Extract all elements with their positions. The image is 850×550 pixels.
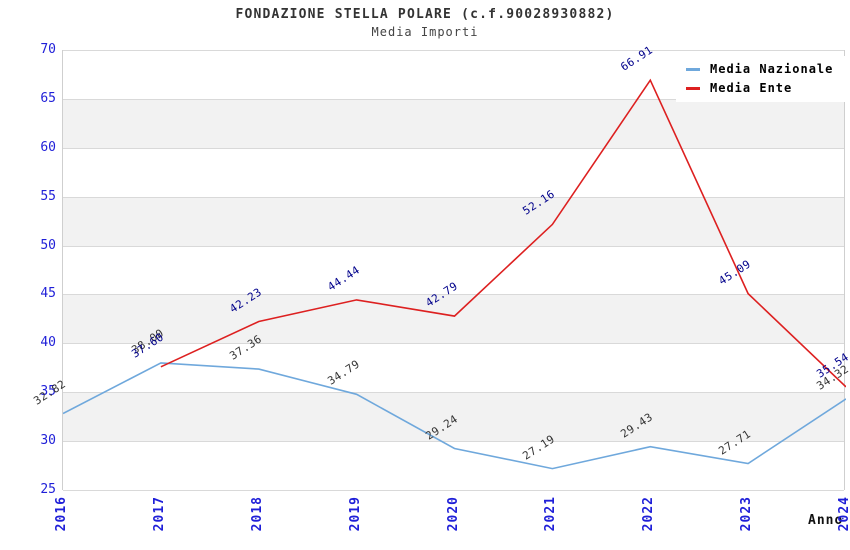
gridline (63, 148, 844, 149)
gridline (63, 343, 844, 344)
y-tick-label: 70 (40, 42, 56, 57)
x-tick-label: 2023 (739, 496, 755, 532)
x-tick-label: 2024 (837, 496, 850, 532)
y-tick-label: 50 (40, 237, 56, 253)
plot-area (62, 50, 846, 491)
plot-band (63, 196, 844, 246)
y-tick-label: 25 (40, 482, 56, 497)
legend-swatch-icon (686, 67, 700, 71)
gridline (63, 99, 844, 100)
legend-label: Media Nazionale (710, 62, 834, 76)
legend-swatch-icon (686, 86, 700, 90)
x-tick-label: 2022 (641, 496, 657, 532)
series-line-media-nazionale (63, 362, 846, 470)
chart-title: FONDAZIONE STELLA POLARE (c.f.9002893088… (235, 7, 615, 22)
y-tick-label: 65 (40, 90, 56, 106)
legend-item-media-ente: Media Ente (686, 81, 792, 95)
legend-label: Media Ente (710, 81, 793, 95)
x-tick-label: 2020 (445, 496, 461, 532)
gridline (63, 294, 844, 295)
gridline (63, 246, 844, 247)
x-tick-label: 2017 (151, 496, 167, 532)
series-lines (63, 78, 846, 470)
x-tick-label: 2019 (347, 496, 363, 532)
plot-band (63, 294, 844, 344)
chart-subtitle: Media Importi (371, 25, 479, 39)
x-axis-title: Anno (808, 513, 844, 528)
x-tick-label: 2016 (54, 496, 69, 532)
y-tick-label: 30 (40, 433, 56, 449)
legend-item-media-nazionale: Media Nazionale (686, 62, 833, 76)
gridline (63, 392, 844, 393)
gridline (63, 50, 844, 51)
y-axis-title: Media (0, 247, 2, 291)
gridline (63, 441, 844, 442)
gridline (63, 490, 844, 491)
y-tick-label: 55 (40, 188, 56, 204)
gridline (63, 197, 844, 198)
y-tick-label: 35 (40, 384, 56, 400)
y-tick-label: 40 (40, 335, 56, 351)
x-tick-label: 2018 (249, 496, 265, 532)
legend: Media Nazionale Media Ente (676, 56, 846, 102)
plot-band (63, 392, 844, 442)
plot-band (63, 98, 844, 148)
x-tick-label: 2021 (543, 496, 559, 532)
series-line-media-ente (160, 78, 846, 388)
y-tick-label: 45 (40, 286, 56, 302)
y-tick-label: 60 (40, 139, 56, 155)
